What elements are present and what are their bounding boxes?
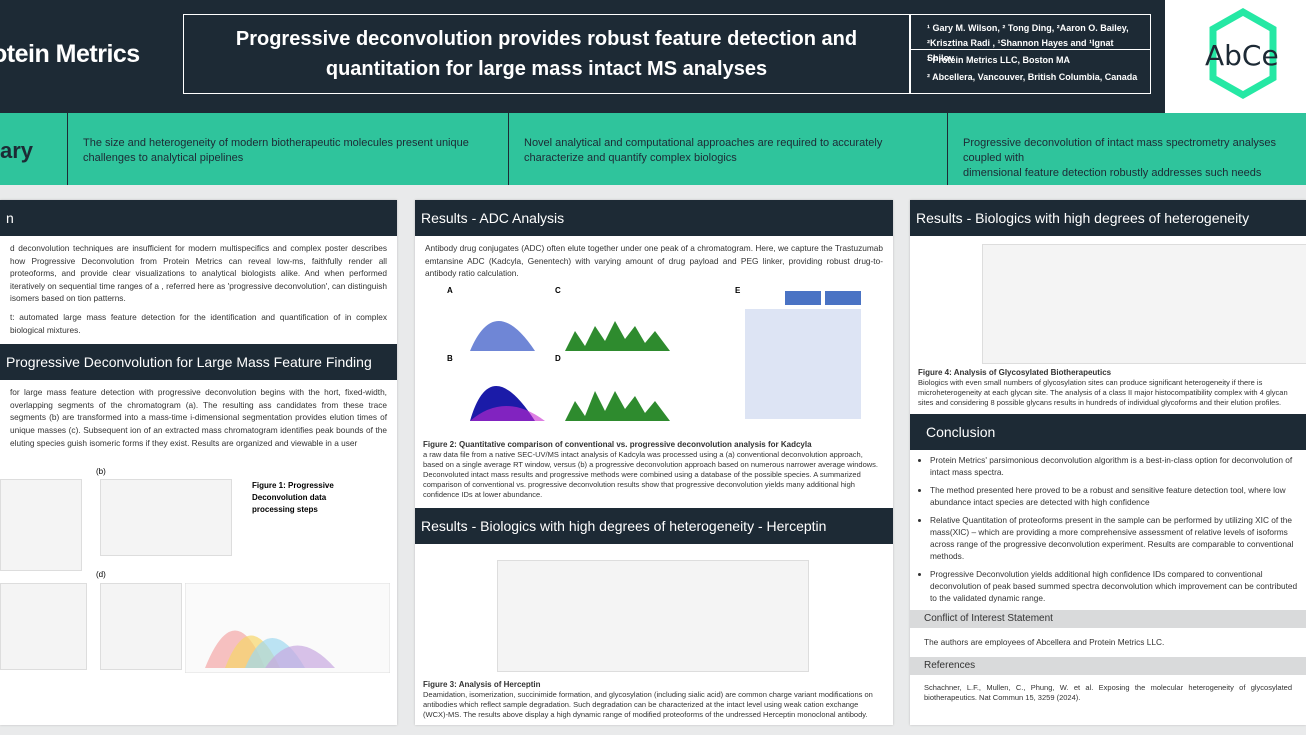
- affiliation: ² Abcellera, Vancouver, British Columbia…: [927, 72, 1138, 82]
- summary-bar: [0, 113, 1306, 185]
- figure-label: (b): [96, 467, 106, 477]
- title-box: Progressive deconvolution provides robus…: [183, 14, 910, 94]
- summary-item: Progressive deconvolution of intact mass…: [963, 137, 1277, 179]
- summary-item: The size and heterogeneity of modern bio…: [83, 137, 469, 164]
- summary-item: Novel analytical and computational appro…: [524, 137, 883, 164]
- panel: n d deconvolution techniques are insuffi…: [0, 200, 397, 725]
- reference: Schachner, L.F., Mullen, C., Phung, W. e…: [924, 682, 1292, 702]
- affiliation: ¹ Protein Metrics LLC, Boston MA: [927, 55, 1071, 65]
- paragraph: t: automated large mass feature detectio…: [10, 311, 387, 335]
- separator: [947, 113, 948, 185]
- figure-image: [497, 559, 809, 672]
- paragraph: The authors are employees of Abcellera a…: [924, 637, 1165, 647]
- caption-title: Figure 2: Quantitative comparison of con…: [423, 439, 812, 449]
- subsection-header: Conflict of Interest Statement: [910, 610, 1306, 628]
- figure-image: [0, 479, 82, 572]
- paragraph: for large mass feature detection with pr…: [10, 387, 387, 448]
- caption-title: Figure 3: Analysis of Herceptin: [423, 679, 541, 689]
- figure-table: [745, 290, 861, 419]
- figure-label: E: [735, 285, 741, 295]
- section-header: Results - Biologics with high degrees of…: [910, 200, 1306, 236]
- section-header: Results - ADC Analysis: [415, 200, 893, 236]
- logo-text: otein Metrics: [0, 40, 140, 68]
- figure-label: B: [447, 353, 453, 363]
- figure-plot: [185, 583, 390, 674]
- table-body: [745, 308, 861, 419]
- figure-label: (d): [96, 570, 106, 580]
- panel: Results - ADC Analysis Antibody drug con…: [415, 200, 893, 725]
- figure-caption: Figure 2: Quantitative comparison of con…: [415, 436, 893, 504]
- figure-label: A: [447, 285, 453, 295]
- figure-caption: Figure 4: Analysis of Glycosylated Bioth…: [910, 364, 1306, 412]
- spectrum: [565, 390, 670, 421]
- paragraph: Antibody drug conjugates (ADC) often elu…: [425, 243, 883, 279]
- figure-image: [100, 479, 232, 557]
- logo-hexagon: [1209, 7, 1277, 100]
- bullet: Relative Quantitation of proteoforms pre…: [930, 514, 1306, 562]
- figure-caption: Figure 1: Progressive Deconvolution data…: [252, 481, 334, 515]
- figure-image: [100, 583, 182, 671]
- separator: [67, 113, 68, 185]
- bullet: Progressive Deconvolution yields additio…: [930, 568, 1306, 604]
- bullet: Protein Metrics' parsimonious deconvolut…: [930, 454, 1306, 478]
- authors-box: ¹ Gary M. Wilson, ² Tong Ding, ²Aaron O.…: [910, 14, 1151, 94]
- caption-title: Figure 4: Analysis of Glycosylated Bioth…: [918, 368, 1112, 377]
- figure: A B C D E: [415, 286, 893, 436]
- figure-image: [0, 583, 87, 671]
- figure-plots: [470, 320, 670, 421]
- paragraph: d deconvolution techniques are insuffici…: [10, 243, 387, 304]
- authors: ¹ Gary M. Wilson, ² Tong Ding, ²Aaron O.…: [911, 15, 1150, 63]
- section-header: Results - Biologics with high degrees of…: [415, 507, 893, 544]
- peak: [470, 405, 545, 421]
- table-header: [825, 290, 861, 305]
- caption-text: Deamidation, isomerization, succinimide …: [423, 689, 873, 719]
- logo-text: AbCe: [1205, 39, 1279, 72]
- panel: Results - Biologics with high degrees of…: [910, 200, 1306, 725]
- logo-area: AbCe: [1165, 0, 1306, 113]
- bullet: The method presented here proved to be a…: [930, 484, 1306, 508]
- abcellera-logo: AbCe: [1205, 7, 1279, 100]
- peak: [265, 645, 335, 669]
- section-header: n: [0, 200, 397, 236]
- peak: [470, 320, 535, 351]
- figure-label: D: [555, 353, 561, 363]
- separator: [508, 113, 509, 185]
- spectrum: [565, 320, 670, 351]
- conclusion-list: Protein Metrics' parsimonious deconvolut…: [910, 454, 1306, 604]
- caption-text: a raw data file from a native SEC-UV/MS …: [423, 449, 878, 499]
- section-header: Progressive Deconvolution for Large Mass…: [0, 344, 397, 381]
- subsection-header: References: [910, 656, 1306, 675]
- section-header: Conclusion: [910, 414, 1306, 450]
- figure: (b) Figure 1: Progressive Deconvolution …: [0, 455, 397, 685]
- table-header: [785, 290, 821, 305]
- figure-caption: Figure 3: Analysis of Herceptin Deamidati…: [415, 676, 893, 724]
- banner: [0, 0, 1165, 113]
- figure-label: C: [555, 285, 561, 295]
- summary-label: ary: [0, 138, 34, 163]
- figure-image: [982, 244, 1306, 364]
- poster-title: Progressive deconvolution provides robus…: [235, 28, 858, 80]
- caption-text: Biologics with even small numbers of gly…: [918, 378, 1288, 407]
